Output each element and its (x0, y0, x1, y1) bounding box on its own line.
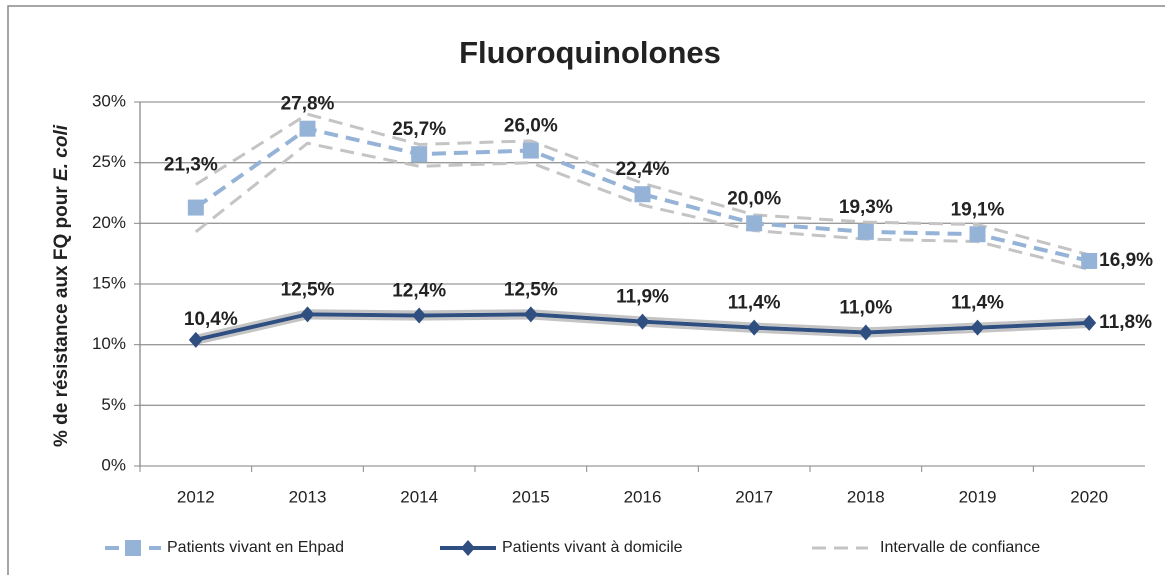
y-tick-label: 0% (101, 455, 126, 474)
data-point (300, 306, 315, 323)
data-point (969, 226, 986, 243)
legend-marker (125, 540, 141, 556)
data-label: 27,8% (281, 94, 335, 115)
x-tick-label: 2018 (847, 487, 885, 506)
data-label: 16,9% (1099, 250, 1153, 271)
data-point (523, 306, 538, 323)
data-label: 12,5% (281, 279, 335, 300)
y-axis-label-text: % de résistance aux FQ pour (51, 181, 72, 447)
y-tick-label: 10% (92, 334, 126, 353)
y-axis-label-species: E. coli (51, 124, 72, 181)
x-tick-label: 2013 (289, 487, 327, 506)
data-label: 11,0% (839, 298, 892, 319)
data-point (635, 313, 650, 330)
data-label: 25,7% (392, 119, 446, 140)
data-point (188, 331, 203, 348)
data-label: 19,3% (839, 197, 893, 218)
data-point (858, 324, 873, 341)
legend-label: Intervalle de confiance (880, 539, 1040, 556)
data-label: 11,9% (616, 287, 669, 308)
ci-line (195, 112, 1090, 257)
data-label: 11,4% (728, 293, 781, 314)
data-point (1081, 252, 1098, 269)
y-tick-label: 30% (92, 91, 126, 110)
chart-border (7, 5, 1165, 575)
data-label: 10,4% (184, 309, 238, 330)
x-tick-label: 2016 (624, 487, 662, 506)
x-tick-label: 2020 (1070, 487, 1108, 506)
data-point (747, 319, 762, 336)
data-point (746, 215, 763, 232)
x-tick-label: 2012 (177, 487, 215, 506)
chart-title: Fluoroquinolones (459, 35, 721, 70)
data-label: 12,5% (504, 279, 558, 300)
ci-line (194, 141, 1090, 271)
y-axis-label: % de résistance aux FQ pour E. coli (51, 124, 72, 447)
x-tick-label: 2014 (400, 487, 438, 506)
y-tick-label: 20% (92, 213, 126, 232)
data-point (299, 120, 316, 137)
legend-marker (461, 540, 475, 556)
legend-label: Patients vivant à domicile (502, 539, 683, 556)
data-label: 19,1% (951, 199, 1005, 220)
data-point (411, 146, 428, 163)
legend-label: Patients vivant en Ehpad (167, 539, 344, 556)
data-label: 12,4% (392, 281, 446, 302)
data-label: 22,4% (616, 159, 670, 180)
y-tick-label: 5% (101, 395, 126, 414)
y-tick-label: 25% (92, 152, 126, 171)
x-tick-label: 2019 (959, 487, 997, 506)
data-point (634, 186, 651, 203)
data-point (187, 199, 204, 216)
data-point (1082, 314, 1097, 331)
data-label: 20,0% (727, 188, 781, 209)
data-label: 11,4% (951, 293, 1004, 314)
y-tick-label: 15% (92, 273, 126, 292)
data-label: 21,3% (164, 155, 218, 176)
data-point (857, 223, 874, 240)
data-point (970, 319, 985, 336)
data-label: 11,8% (1099, 312, 1152, 333)
x-tick-label: 2017 (735, 487, 773, 506)
data-point (412, 307, 427, 324)
data-label: 26,0% (504, 116, 558, 137)
data-point (522, 142, 539, 159)
x-tick-label: 2015 (512, 487, 550, 506)
